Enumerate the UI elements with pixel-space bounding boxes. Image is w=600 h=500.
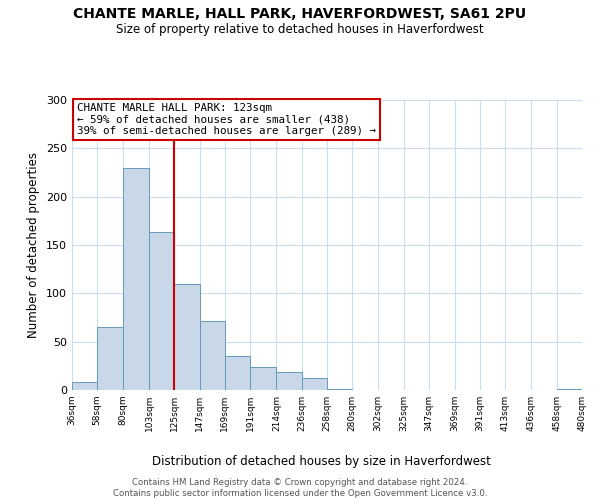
Text: CHANTE MARLE, HALL PARK, HAVERFORDWEST, SA61 2PU: CHANTE MARLE, HALL PARK, HAVERFORDWEST, … [73, 8, 527, 22]
Bar [225, 356, 250, 390]
Bar [174, 284, 199, 390]
Bar [327, 389, 352, 390]
Bar [199, 322, 225, 390]
Bar [149, 232, 174, 390]
Text: Contains HM Land Registry data © Crown copyright and database right 2024.
Contai: Contains HM Land Registry data © Crown c… [113, 478, 487, 498]
Bar [250, 367, 277, 390]
Text: Size of property relative to detached houses in Haverfordwest: Size of property relative to detached ho… [116, 22, 484, 36]
Bar [557, 389, 582, 390]
Bar [277, 372, 302, 390]
Y-axis label: Number of detached properties: Number of detached properties [28, 152, 40, 338]
Text: CHANTE MARLE HALL PARK: 123sqm
← 59% of detached houses are smaller (438)
39% of: CHANTE MARLE HALL PARK: 123sqm ← 59% of … [77, 103, 376, 136]
Bar [122, 168, 149, 390]
Bar [72, 382, 97, 390]
Text: Distribution of detached houses by size in Haverfordwest: Distribution of detached houses by size … [152, 454, 490, 468]
Bar [97, 327, 122, 390]
Bar [302, 378, 327, 390]
